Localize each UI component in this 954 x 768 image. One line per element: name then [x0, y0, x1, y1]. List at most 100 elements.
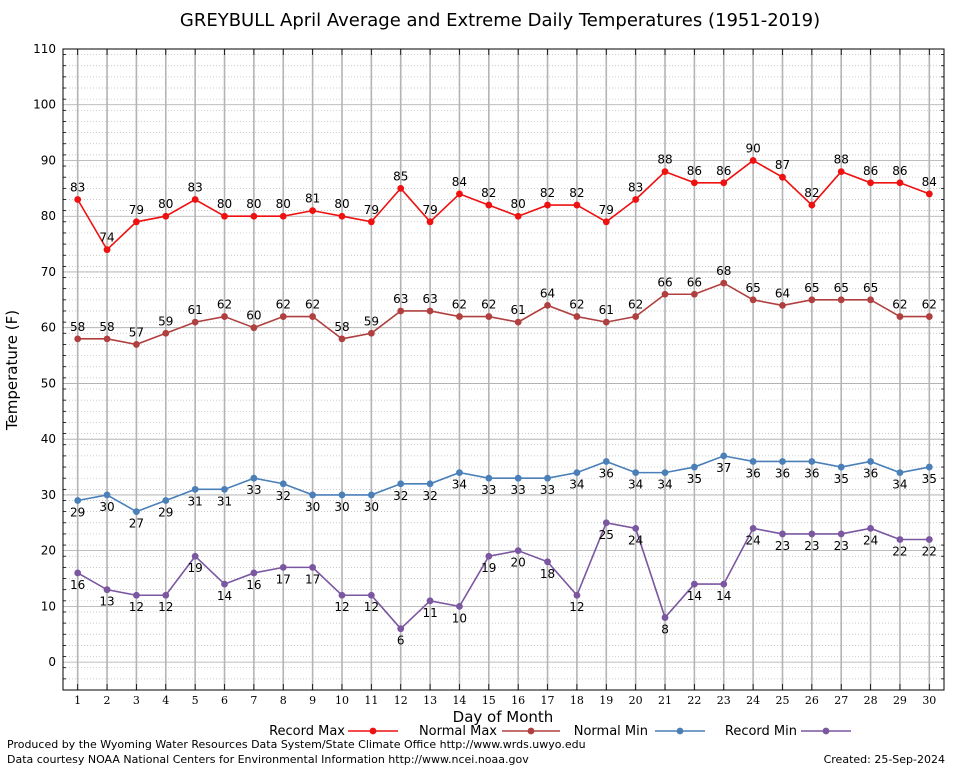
record-max-point [338, 212, 346, 220]
record-min-point [367, 591, 375, 599]
normal-min-data-label: 36 [745, 466, 760, 480]
record-max-data-label: 83 [70, 180, 85, 194]
normal-max-point [837, 296, 845, 304]
record-min-data-label: 8 [661, 623, 669, 637]
normal-max-data-label: 65 [834, 281, 849, 295]
y-tick-label: 30 [41, 488, 56, 502]
record-min-data-label: 22 [892, 545, 907, 559]
normal-min-data-label: 33 [246, 483, 261, 497]
normal-max-data-label: 62 [481, 298, 496, 312]
normal-max-data-label: 66 [657, 275, 672, 289]
normal-min-data-label: 35 [834, 472, 849, 486]
record-min-point [925, 536, 933, 543]
normal-max-line [77, 282, 930, 346]
normal-min-data-label: 27 [129, 517, 144, 531]
record-min-point [690, 580, 698, 588]
record-max-point [367, 218, 375, 226]
legend-label-normal-min: Normal Min [574, 724, 648, 739]
normal-min-data-label: 30 [305, 500, 320, 514]
x-tick-label: 29 [893, 694, 907, 707]
normal-max-point [749, 296, 757, 304]
record-max-data-label: 90 [745, 141, 760, 155]
normal-min-data-label: 32 [276, 489, 291, 503]
normal-max-point [221, 313, 228, 320]
normal-max-data-label: 60 [246, 309, 261, 323]
record-min-data-label: 24 [745, 533, 760, 547]
normal-min-point [514, 474, 522, 482]
normal-max-data-label: 58 [334, 320, 349, 334]
legend-marker-record-min [822, 727, 830, 735]
x-tick-label: 16 [511, 694, 525, 707]
x-tick-label: 30 [922, 694, 936, 707]
x-tick-label: 9 [309, 694, 316, 707]
normal-max-data-label: 62 [569, 298, 584, 312]
record-max-data-label: 79 [364, 203, 379, 217]
normal-min-point [661, 469, 669, 477]
x-tick-label: 14 [452, 694, 466, 707]
normal-max-data-label: 65 [863, 281, 878, 295]
record-min-data-label: 25 [599, 528, 614, 542]
record-max-point [426, 218, 434, 226]
record-min-point [867, 524, 874, 532]
normal-min-data-label: 34 [892, 478, 907, 492]
normal-max-data-label: 57 [129, 325, 144, 339]
record-min-point [103, 586, 111, 594]
normal-min-line [77, 455, 930, 513]
record-max-line [76, 159, 930, 251]
y-tick-label: 50 [41, 376, 56, 390]
normal-min-point [808, 458, 816, 465]
record-max-point [544, 201, 551, 209]
record-max-data-label: 80 [334, 197, 349, 211]
legend-marker-record-max [369, 727, 377, 735]
normal-min-data-label: 30 [334, 500, 349, 514]
x-tick-label: 22 [687, 694, 701, 707]
record-min-data-label: 12 [364, 600, 379, 614]
normal-max-data-label: 62 [628, 298, 643, 312]
record-min-data-label: 22 [922, 545, 937, 559]
normal-min-point [720, 452, 728, 460]
x-tick-label: 20 [629, 694, 643, 707]
normal-min-point [221, 485, 228, 493]
record-min-point [544, 558, 551, 566]
x-tick-label: 11 [364, 694, 378, 707]
normal-max-point [133, 341, 140, 348]
record-max-data-label: 82 [540, 186, 555, 200]
record-min-point [779, 530, 786, 538]
normal-max-data-label: 62 [452, 298, 467, 312]
record-max-data-label: 82 [804, 186, 819, 200]
normal-max-point [544, 302, 551, 309]
record-min-data-label: 13 [99, 595, 114, 609]
record-min-point [162, 591, 170, 599]
normal-min-data-label: 32 [393, 489, 408, 503]
normal-min-data-label: 32 [422, 489, 437, 503]
normal-min-point [749, 458, 757, 465]
record-min-point [661, 614, 669, 621]
series-normal-max: 58 58 57 59 61 62 60 62 62 58 59 63 63 62 62 61 64 62 61 62… [70, 264, 937, 348]
normal-max-point [514, 318, 522, 326]
normal-min-data-label: 30 [364, 500, 379, 514]
normal-min-data-label: 33 [540, 483, 555, 497]
record-max-point [602, 218, 610, 226]
record-min-data-label: 23 [834, 539, 849, 553]
record-max-data-label: 88 [657, 153, 672, 167]
series-record-max: 83 74 79 80 83 80 80 80 81 80 79 85 79 84 82 80 82 82 79 83… [70, 141, 937, 254]
y-tick-label: 10 [41, 599, 56, 613]
record-max-point [896, 179, 904, 187]
normal-max-point [309, 313, 317, 320]
record-min-data-label: 12 [129, 600, 144, 614]
record-max-data-label: 85 [393, 169, 408, 183]
normal-max-data-label: 59 [158, 314, 173, 328]
record-min-point [456, 602, 463, 610]
y-tick-label: 0 [48, 655, 56, 669]
record-max-point [133, 218, 140, 226]
x-tick-label: 21 [658, 694, 672, 707]
normal-max-data-label: 68 [716, 264, 731, 278]
record-min-data-label: 23 [804, 539, 819, 553]
record-max-point [456, 190, 463, 198]
record-min-data-label: 12 [334, 600, 349, 614]
legend-label-record-min: Record Min [725, 724, 797, 739]
normal-min-data-label: 34 [657, 478, 672, 492]
normal-min-point [367, 491, 375, 499]
chart-grid [63, 48, 944, 691]
